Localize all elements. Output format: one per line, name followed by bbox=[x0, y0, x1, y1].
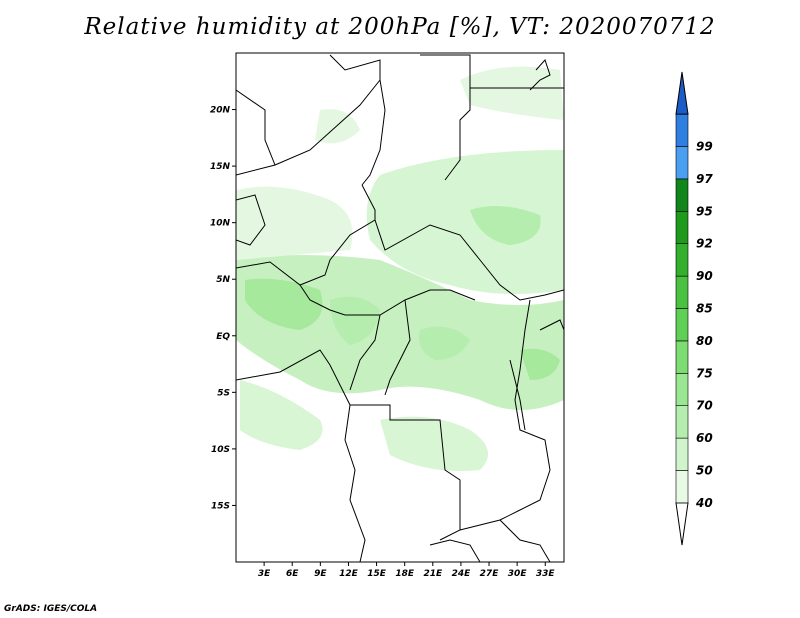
lon-tick-label: 30E bbox=[508, 569, 528, 579]
lon-tick-label: 12E bbox=[339, 569, 359, 579]
colorbar-segment bbox=[675, 437, 689, 471]
colorbar-segment bbox=[675, 211, 689, 245]
chart-title: Relative humidity at 200hPa [%], VT: 202… bbox=[84, 14, 716, 40]
colorbar-upper-arrow bbox=[675, 71, 689, 115]
colorbar-segment bbox=[675, 405, 689, 439]
lat-tick-label: 10S bbox=[211, 445, 230, 455]
lon-tick-label: 15E bbox=[367, 569, 387, 579]
colorbar-level-label: 97 bbox=[696, 172, 713, 186]
colorbar-level-label: 60 bbox=[696, 431, 713, 445]
colorbar-segment bbox=[675, 308, 689, 342]
lon-tick-label: 9E bbox=[314, 569, 327, 579]
lat-tick-label: 5N bbox=[216, 275, 230, 285]
lon-tick-label: 21E bbox=[423, 569, 443, 579]
colorbar-level-label: 50 bbox=[696, 463, 713, 477]
lat-tick-label: 15N bbox=[210, 162, 231, 172]
lat-tick-label: 15S bbox=[211, 501, 230, 511]
colorbar: 40 50 60 70 75 80 85 90 92 95 97 99 bbox=[675, 71, 713, 546]
colorbar-segment bbox=[675, 340, 689, 374]
colorbar-level-label: 40 bbox=[695, 496, 713, 510]
colorbar-segment bbox=[675, 178, 689, 212]
longitude-axis: 3E 6E 9E 12E 15E 18E 21E 24E 27E 30E 33E bbox=[258, 562, 556, 579]
lon-tick-label: 27E bbox=[480, 569, 500, 579]
lon-tick-label: 6E bbox=[286, 569, 299, 579]
colorbar-level-label: 95 bbox=[696, 204, 713, 218]
lat-tick-label: 5S bbox=[217, 388, 230, 398]
colorbar-segment bbox=[675, 275, 689, 309]
colorbar-level-label: 92 bbox=[696, 237, 713, 251]
colorbar-segment bbox=[675, 372, 689, 406]
plot-frame bbox=[235, 52, 565, 563]
colorbar-level-label: 75 bbox=[696, 366, 713, 380]
colorbar-segment bbox=[675, 243, 689, 277]
borders bbox=[236, 54, 564, 562]
latitude-axis: 20N 15N 10N 5N EQ 5S 10S 15S bbox=[210, 106, 236, 511]
lat-tick-label: EQ bbox=[216, 332, 230, 342]
colorbar-level-label: 70 bbox=[696, 399, 713, 413]
colorbar-segment bbox=[675, 470, 689, 504]
colorbar-level-label: 80 bbox=[696, 334, 713, 348]
humidity-shading bbox=[236, 66, 564, 471]
colorbar-lower-arrow bbox=[675, 502, 689, 546]
lon-tick-label: 18E bbox=[395, 569, 415, 579]
colorbar-level-label: 99 bbox=[696, 140, 713, 154]
lon-tick-label: 24E bbox=[452, 569, 472, 579]
lon-tick-label: 3E bbox=[258, 569, 271, 579]
colorbar-level-label: 85 bbox=[696, 302, 713, 316]
colorbar-level-label: 90 bbox=[696, 269, 713, 283]
grads-credit: GrADS: IGES/COLA bbox=[4, 604, 98, 614]
colorbar-segment bbox=[675, 146, 689, 180]
lon-tick-label: 33E bbox=[536, 569, 556, 579]
lat-tick-label: 20N bbox=[210, 106, 231, 116]
lat-tick-label: 10N bbox=[210, 219, 231, 229]
colorbar-segment bbox=[675, 113, 689, 147]
